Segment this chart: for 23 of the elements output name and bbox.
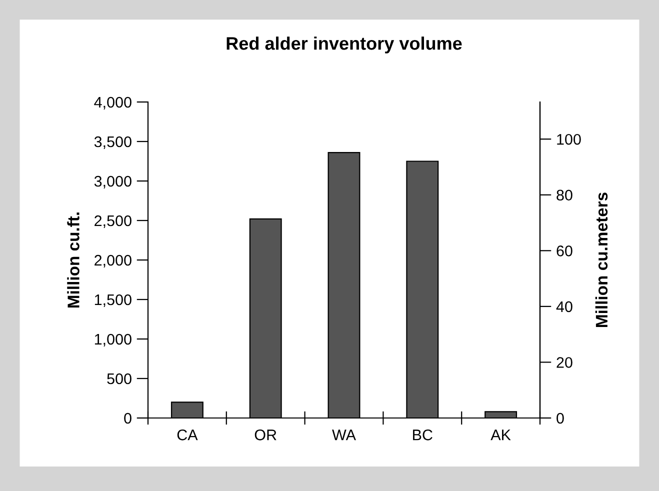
y2-tick-label: 100 — [557, 134, 581, 145]
y2-tick-label: 60 — [556, 246, 572, 256]
x-tick-label: AK — [490, 430, 511, 440]
y2-tick-label: 40 — [556, 301, 572, 312]
x-tick-label: BC — [413, 430, 432, 440]
y2-tick-label: 80 — [556, 190, 572, 201]
y2-axis-title: Million cu.meters — [595, 192, 608, 327]
y-tick-label: 3,500 — [94, 136, 132, 149]
y-tick-label: 500 — [107, 373, 132, 384]
x-tick-label: CA — [177, 430, 198, 440]
chart-title: Red alder inventory volume — [226, 36, 462, 54]
y-axis-title: Million cu.ft. — [67, 212, 80, 308]
y-tick-label: 3,000 — [94, 176, 132, 188]
y-tick-label: 1,500 — [94, 294, 132, 307]
y2-tick-label: 20 — [556, 357, 572, 368]
y-tick-label: 0 — [124, 412, 132, 424]
y-tick-label: 1,000 — [94, 334, 132, 346]
y-tick-label: 2,000 — [94, 254, 132, 268]
y-tick-label: 2,500 — [94, 215, 132, 228]
x-tick-label: OR — [254, 430, 276, 440]
y-tick-label: 4,000 — [94, 96, 132, 110]
y2-tick-label: 0 — [556, 412, 564, 424]
x-tick-label: WA — [332, 430, 356, 440]
